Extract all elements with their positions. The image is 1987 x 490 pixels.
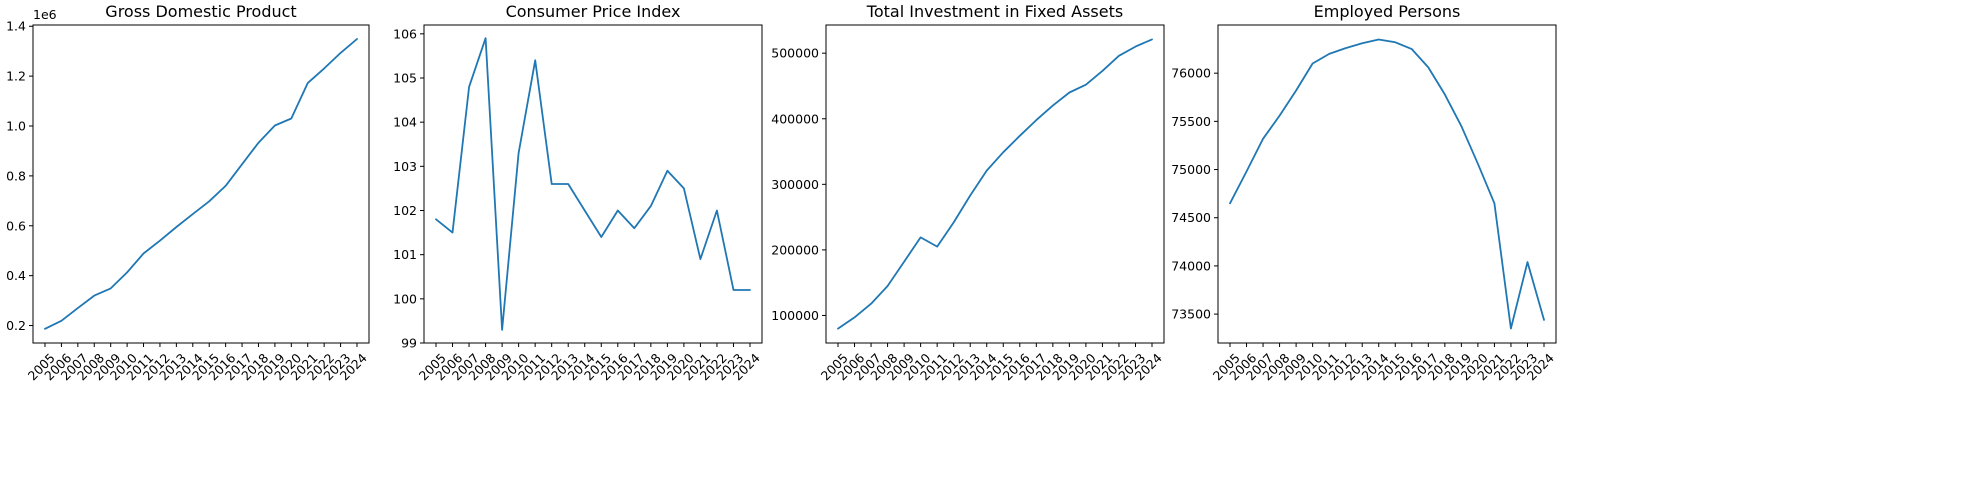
y-tick-label: 76000 [1171, 66, 1211, 81]
y-tick-label: 75500 [1171, 114, 1211, 129]
chart-panel-cpi: Consumer Price Index 99 100 101 102 103 104 10… [393, 2, 763, 383]
chart-title: Total Investment in Fixed Assets [866, 2, 1123, 21]
y-tick-label: 103 [393, 159, 417, 174]
y-tick-label: 101 [393, 247, 417, 262]
y-tick-label: 75000 [1171, 162, 1211, 177]
y-tick-label: 100000 [771, 308, 819, 323]
y-tick-label: 106 [393, 26, 417, 41]
y-tick-label: 400000 [771, 111, 819, 126]
chart-panel-fixed-investment: Total Investment in Fixed Assets 100000 2… [771, 2, 1165, 383]
y-tick-label: 105 [393, 71, 417, 86]
chart-title: Consumer Price Index [506, 2, 681, 21]
y-multiplier-label: 1e6 [33, 7, 57, 22]
y-tick-label: 200000 [771, 242, 819, 257]
series-line [435, 37, 751, 331]
y-tick-label: 73500 [1171, 307, 1211, 322]
y-tick-label: 0.6 [6, 218, 26, 233]
axes-frame [825, 24, 1165, 344]
y-tick-label: 500000 [771, 46, 819, 61]
y-tick-label: 0.4 [6, 268, 26, 283]
y-tick-label: 99 [401, 336, 417, 351]
series-line [837, 38, 1153, 330]
y-tick-label: 100 [393, 291, 417, 306]
y-tick-label: 0.2 [6, 318, 26, 333]
y-tick-label: 74500 [1171, 210, 1211, 225]
y-tick-label: 1.4 [6, 19, 26, 34]
chart-title: Gross Domestic Product [105, 2, 296, 21]
y-tick-label: 74000 [1171, 258, 1211, 273]
y-tick-label: 0.8 [6, 168, 26, 183]
y-tick-label: 300000 [771, 177, 819, 192]
y-tick-label: 104 [393, 115, 417, 130]
y-tick-label: 1.0 [6, 119, 26, 134]
series-line [1229, 38, 1545, 330]
axes-frame [1217, 24, 1557, 344]
chart-panel-gdp: Gross Domestic Product 1e6 0.2 0.4 0.6 0.8 1… [6, 2, 370, 383]
y-tick-label: 1.2 [6, 69, 26, 84]
axes-frame [423, 24, 763, 344]
chart-panel-employed-persons: Employed Persons 73500 74000 74500 75000 755… [1171, 2, 1557, 383]
axes-frame [32, 24, 370, 344]
series-line [44, 38, 358, 330]
chart-title: Employed Persons [1314, 2, 1461, 21]
y-tick-label: 102 [393, 203, 417, 218]
